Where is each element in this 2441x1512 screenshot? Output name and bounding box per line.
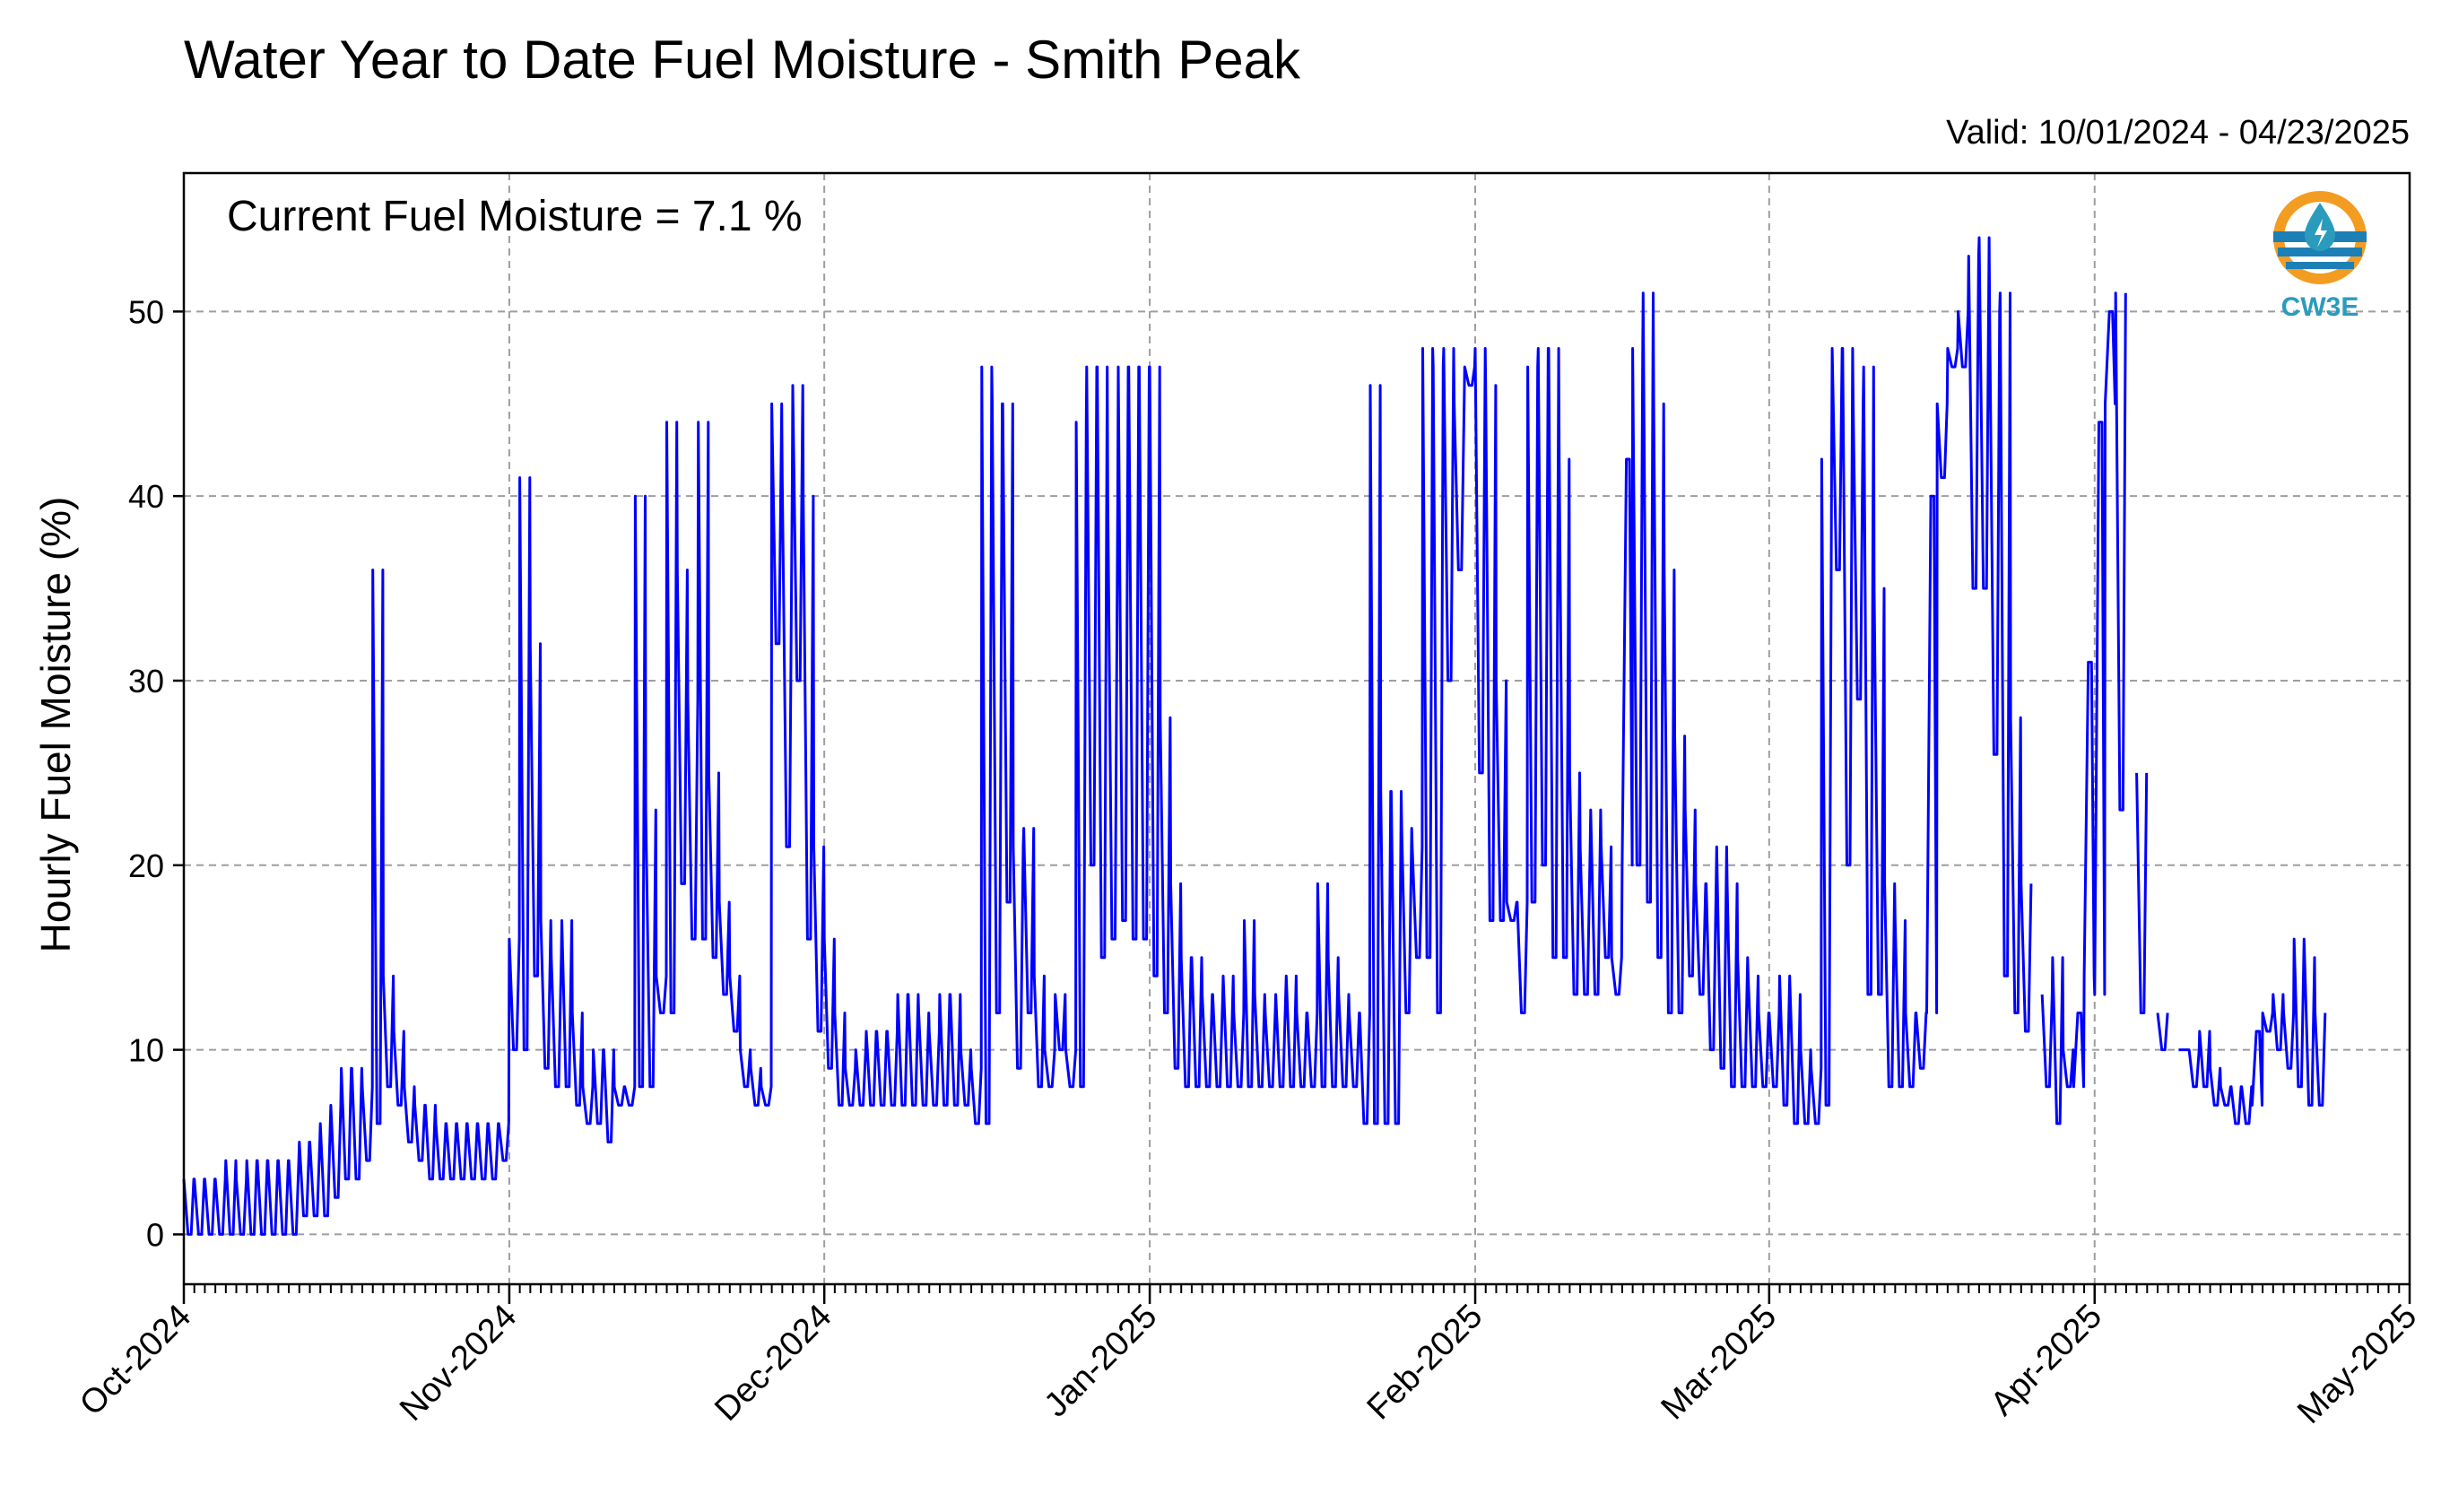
x-tick-label: Oct-2024 — [73, 1298, 198, 1423]
chart-title: Water Year to Date Fuel Moisture - Smith… — [184, 30, 1301, 90]
logo-wave-2 — [2278, 248, 2362, 256]
y-tick-label: 20 — [128, 847, 164, 884]
series-layer — [182, 236, 2327, 1236]
x-tick-label: Mar-2025 — [1655, 1298, 1785, 1428]
x-tick-label: Jan-2025 — [1038, 1298, 1165, 1425]
x-tick-label: Apr-2025 — [1984, 1298, 2109, 1423]
y-axis-label: Hourly Fuel Moisture (%) — [32, 497, 79, 953]
cw3e-logo: CW3E — [2273, 191, 2367, 322]
x-tick-label: Nov-2024 — [393, 1298, 524, 1429]
logo-bolt-icon — [2315, 219, 2327, 248]
x-tick-label: May-2025 — [2290, 1298, 2424, 1431]
y-tick-label: 0 — [146, 1216, 164, 1253]
y-tick-label: 30 — [128, 663, 164, 700]
x-tick-label: Dec-2024 — [708, 1298, 838, 1429]
plot-frame — [182, 171, 2411, 1286]
logo-wave-3 — [2286, 262, 2354, 269]
y-ticks: 0 10 20 30 40 50 — [128, 293, 184, 1253]
valid-date-range: Valid: 10/01/2024 - 04/23/2025 — [1946, 114, 2410, 152]
x-ticks: Oct-2024 Nov-2024 Dec-2024 Jan-2025 Feb-2025… — [73, 1284, 2424, 1431]
x-tick-label: Feb-2025 — [1360, 1298, 1490, 1428]
y-tick-label: 10 — [128, 1032, 164, 1069]
y-tick-label: 50 — [128, 293, 164, 330]
axes-layer — [182, 171, 2411, 1286]
y-tick-label: 40 — [128, 478, 164, 515]
current-fuel-moisture-annotation: Current Fuel Moisture = 7.1 % — [227, 193, 803, 240]
fuel-moisture-series-line — [182, 236, 2327, 1236]
grid-layer — [184, 173, 2410, 1284]
logo-text: CW3E — [2281, 292, 2359, 322]
